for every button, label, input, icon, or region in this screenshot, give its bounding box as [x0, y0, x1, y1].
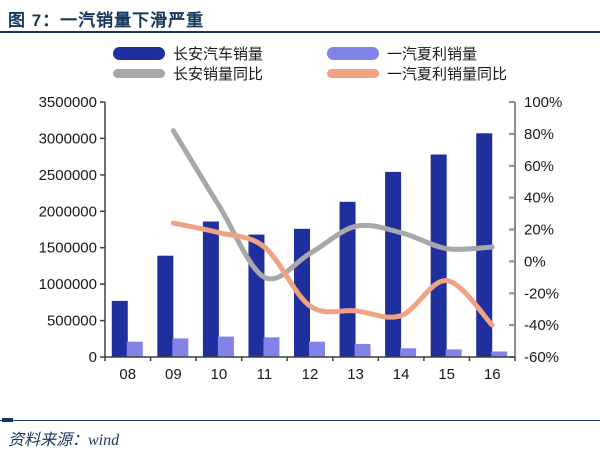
left-axis-label: 0	[89, 349, 97, 366]
bar-changan-15	[430, 154, 447, 357]
legend-label: 一汽夏利销量	[387, 45, 478, 63]
bar-changan-08	[111, 300, 128, 357]
x-axis-label: 16	[484, 366, 501, 383]
legend-item-xiali-sales: 一汽夏利销量	[327, 44, 478, 63]
bar-xiali-09	[172, 338, 189, 357]
bar-changan-14	[385, 171, 402, 357]
line-xiali-yoy	[170, 220, 495, 328]
bar-xiali-12	[309, 341, 325, 357]
right-axis-label: 80%	[524, 126, 554, 143]
right-axis-label: -20%	[524, 285, 559, 302]
bar-xiali-10	[217, 336, 234, 357]
title-underline	[0, 31, 600, 33]
x-axis-label: 09	[165, 366, 182, 383]
left-axis-label: 1500000	[39, 240, 97, 257]
legend-item-xiali-yoy: 一汽夏利销量同比	[327, 64, 508, 83]
right-axis-label: 0%	[524, 253, 546, 270]
line-changan-yoy	[170, 128, 495, 282]
left-axis-label: 3000000	[39, 130, 97, 147]
x-axis-label: 14	[393, 366, 410, 383]
x-axis-label: 13	[347, 366, 364, 383]
bar-changan-10	[202, 221, 219, 357]
legend-swatch-changan-yoy	[113, 68, 165, 78]
left-axis-label: 2500000	[39, 167, 97, 184]
bar-xiali-16	[491, 351, 508, 357]
left-axis-label: 1000000	[39, 276, 97, 293]
bar-xiali-08	[126, 341, 143, 357]
left-axis-label: 3500000	[39, 94, 97, 111]
source-divider-tick	[2, 418, 13, 422]
bar-xiali-13	[354, 343, 371, 357]
bar-xiali-11	[263, 337, 280, 357]
right-axis-label: 100%	[524, 94, 562, 111]
bar-changan-09	[157, 255, 174, 357]
x-axis-label: 12	[302, 366, 319, 383]
bar-xiali-15	[445, 349, 462, 357]
x-axis-label: 08	[119, 366, 136, 383]
right-axis-label: -60%	[524, 349, 559, 366]
right-axis-label: 60%	[524, 158, 554, 175]
x-axis-label: 10	[211, 366, 228, 383]
right-axis-label: 20%	[524, 222, 554, 239]
legend-item-changan-yoy: 长安销量同比	[113, 64, 264, 83]
bar-xiali-14	[400, 348, 417, 357]
legend: 长安汽车销量 一汽夏利销量 长安销量同比 一汽夏利销量同比	[0, 42, 600, 86]
bar-changan-13	[339, 201, 356, 357]
legend-label: 长安销量同比	[173, 65, 264, 83]
bar-changan-11	[248, 234, 265, 357]
legend-label: 一汽夏利销量同比	[387, 65, 508, 83]
legend-item-changan-sales: 长安汽车销量	[113, 44, 264, 63]
combo-chart: 0 500000 1000000 1500000 2000000 2500000 30000…	[39, 94, 563, 383]
right-axis-label: 40%	[524, 190, 554, 207]
source-divider	[0, 420, 600, 421]
bar-changan-16	[476, 133, 493, 357]
left-axis-label: 500000	[47, 313, 97, 330]
x-axis-label: 11	[257, 366, 273, 383]
legend-swatch-changan-sales	[113, 46, 165, 60]
legend-label: 长安汽车销量	[173, 45, 264, 63]
x-axis-label: 15	[438, 366, 455, 383]
legend-swatch-xiali-yoy	[327, 68, 379, 78]
left-axis-label: 2000000	[39, 203, 97, 220]
right-axis-label: -40%	[524, 317, 559, 334]
chart-title: 图 7：一汽销量下滑严重	[8, 11, 205, 30]
legend-swatch-xiali-sales	[327, 46, 379, 60]
source-label: 资料来源：wind	[8, 432, 120, 449]
